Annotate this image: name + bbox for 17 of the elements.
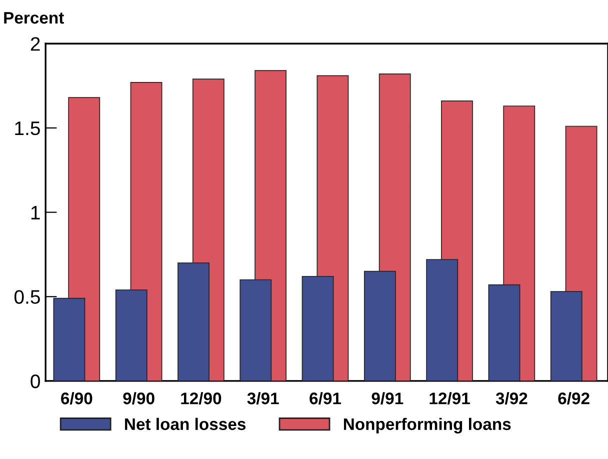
y-tick-label: 0.5 bbox=[14, 290, 40, 304]
x-tick-label: 6/91 bbox=[310, 392, 342, 404]
x-tick-label: 12/90 bbox=[181, 392, 222, 404]
x-tick-label: 9/90 bbox=[123, 392, 154, 404]
y-tick-label: 2 bbox=[30, 37, 40, 51]
x-tick-label: 3/92 bbox=[496, 392, 528, 404]
legend-label: Net loan losses bbox=[125, 418, 246, 430]
x-tick-label: 12/91 bbox=[430, 392, 470, 404]
y-tick-label: 0 bbox=[30, 374, 40, 388]
x-tick-label: 9/91 bbox=[372, 392, 404, 404]
x-tick-label: 3/91 bbox=[247, 392, 279, 404]
y-tick-label: 1.5 bbox=[15, 122, 40, 136]
legend-label: Nonperforming loans bbox=[344, 418, 511, 434]
x-tick-label: 6/90 bbox=[61, 392, 92, 404]
x-tick-label: 6/92 bbox=[558, 392, 590, 404]
y-tick-label: 1 bbox=[31, 206, 40, 220]
y-axis-title: Percent bbox=[4, 12, 64, 24]
